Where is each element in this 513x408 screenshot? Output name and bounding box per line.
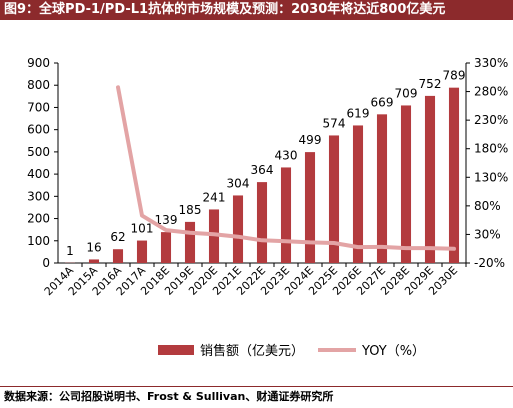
right-tick-label: 130%: [474, 170, 508, 184]
bar-value-label: 364: [251, 163, 274, 177]
left-tick-label: 300: [27, 189, 50, 203]
bar-2028E: [400, 105, 412, 263]
bar-value-label: 430: [275, 148, 298, 162]
chart-title: 图9：全球PD-1/PD-L1抗体的市场规模及预测：2030年将达近800亿美元: [0, 0, 513, 20]
bar-value-label: 669: [371, 95, 394, 109]
left-tick-label: 400: [27, 167, 50, 181]
bar-2029E: [424, 95, 436, 263]
right-tick-label: 280%: [474, 85, 508, 99]
bar-2026E: [352, 125, 364, 263]
bar-value-label: 1: [66, 244, 74, 258]
source-note: 数据来源：公司招股说明书、Frost & Sullivan、财通证券研究所: [0, 386, 513, 406]
bar-value-label: 139: [155, 213, 178, 227]
right-tick-label: 80%: [474, 199, 501, 213]
bar-2030E: [448, 87, 460, 264]
bar-2027E: [376, 114, 388, 263]
yoy-line: [116, 85, 456, 251]
bar-value-label: 752: [419, 77, 442, 91]
bar-value-label: 574: [323, 116, 346, 130]
right-tick-label: 180%: [474, 142, 508, 156]
legend-bar-swatch: [158, 345, 194, 355]
bar-2018E: [160, 232, 172, 263]
bar-2024E: [304, 152, 316, 263]
left-tick-label: 200: [27, 212, 50, 226]
bar-value-label: 789: [443, 69, 466, 83]
left-tick-label: 100: [27, 234, 50, 248]
left-tick-label: 800: [27, 78, 50, 92]
bar-value-label: 499: [299, 133, 322, 147]
bar-2021E: [232, 195, 244, 263]
bar-2016A: [112, 249, 124, 263]
right-tick-label: 330%: [474, 56, 508, 70]
bar-value-label: 101: [131, 222, 154, 236]
legend-bar-label: 销售额（亿美元）: [200, 343, 304, 359]
bar-2022E: [256, 182, 268, 263]
bar-2019E: [184, 221, 196, 263]
chart: 0100200300400500600700800900-20%30%80%13…: [27, 56, 508, 359]
bar-value-label: 619: [347, 106, 370, 120]
right-tick-label: 30%: [474, 227, 501, 241]
left-tick-label: 500: [27, 145, 50, 159]
bar-2015A: [88, 259, 100, 263]
bar-2017A: [136, 240, 148, 263]
bar-value-label: 16: [86, 240, 101, 254]
bar-value-label: 185: [179, 203, 202, 217]
left-tick-label: 700: [27, 100, 50, 114]
bar-value-label: 241: [203, 190, 226, 204]
legend-line-label: YOY（%）: [361, 344, 425, 359]
bar-2025E: [328, 135, 340, 263]
right-tick-label: -20%: [474, 256, 505, 270]
bar-value-label: 304: [227, 176, 250, 190]
left-tick-label: 900: [27, 56, 50, 70]
left-tick-label: 0: [42, 256, 50, 270]
bar-2023E: [280, 167, 292, 263]
right-tick-label: 230%: [474, 113, 508, 127]
bar-value-label: 62: [110, 230, 125, 244]
bar-value-label: 709: [395, 86, 418, 100]
left-tick-label: 600: [27, 123, 50, 137]
